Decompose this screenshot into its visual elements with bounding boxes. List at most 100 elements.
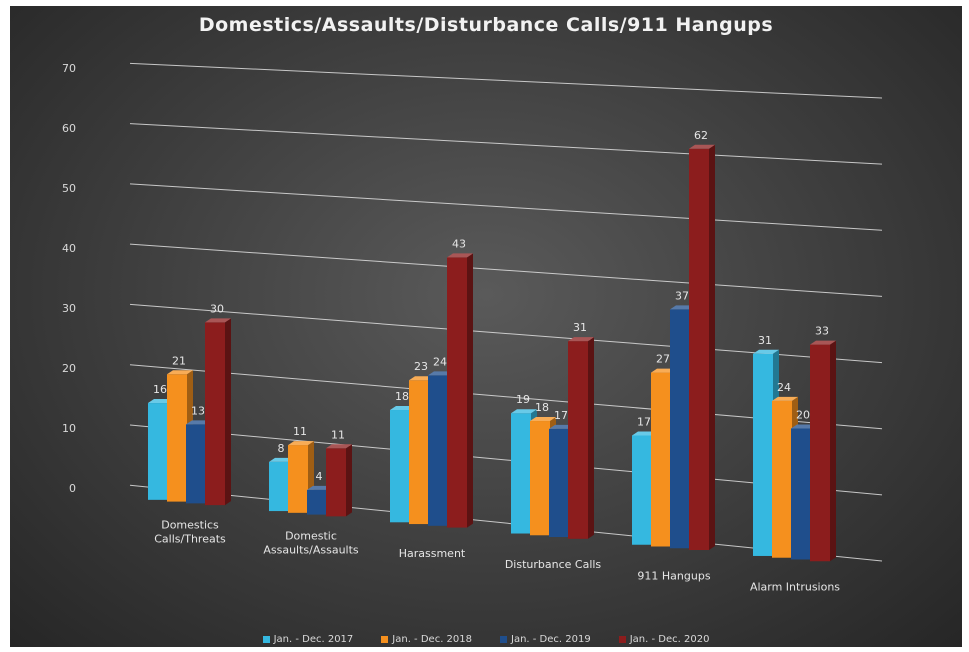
bar-front	[186, 424, 206, 504]
legend: Jan. - Dec. 2017 Jan. - Dec. 2018 Jan. - D…	[10, 634, 962, 645]
bar-front	[791, 428, 811, 560]
data-label: 17	[554, 409, 568, 422]
legend-swatch	[381, 636, 389, 643]
data-label: 23	[414, 360, 428, 373]
bar-front	[390, 410, 410, 523]
data-label: 4	[316, 470, 323, 483]
x-tick-label: Domestics Calls/Threats	[154, 518, 226, 545]
bars	[148, 144, 836, 562]
data-label: 31	[758, 334, 772, 347]
data-label: 11	[293, 425, 307, 438]
data-label: 30	[210, 302, 224, 315]
bar-front	[205, 322, 225, 506]
data-label: 24	[777, 381, 791, 394]
legend-label: Jan. - Dec. 2019	[511, 634, 591, 645]
data-label: 37	[675, 289, 689, 302]
bar-side	[467, 253, 473, 528]
data-label: 21	[172, 354, 186, 367]
gridline	[129, 62, 883, 99]
y-tick-label: 50	[62, 182, 76, 195]
legend-item: Jan. - Dec. 2018	[381, 634, 472, 645]
bar-front	[689, 148, 709, 551]
data-label: 8	[278, 442, 285, 455]
legend-label: Jan. - Dec. 2020	[629, 634, 710, 645]
x-tick-label: Domestic Assaults/Assaults	[263, 530, 359, 557]
bar-side	[588, 337, 594, 539]
bar-top	[689, 144, 715, 149]
bar-front	[307, 489, 327, 515]
y-tick-label: 70	[62, 62, 76, 75]
bar-top	[753, 349, 779, 354]
y-tick-label: 60	[62, 122, 76, 135]
legend-swatch	[618, 636, 626, 643]
bar-front	[568, 341, 588, 539]
data-label: 16	[153, 383, 167, 396]
legend-swatch	[500, 636, 507, 643]
bar-front	[651, 372, 671, 547]
data-label: 31	[573, 321, 587, 334]
data-label: 62	[694, 129, 708, 142]
bar-front	[409, 380, 429, 525]
bar-front	[167, 374, 187, 502]
bar-front	[549, 428, 569, 538]
bar-front	[428, 375, 448, 526]
x-tick-label: Disturbance Calls	[505, 558, 602, 571]
bar-top	[568, 337, 594, 342]
legend-item: Jan. - Dec. 2019	[500, 634, 591, 645]
bar-top	[447, 253, 473, 258]
bar-side	[830, 340, 836, 562]
gridline	[129, 123, 883, 165]
legend-item: Jan. - Dec. 2017	[262, 634, 354, 645]
bar-side	[346, 444, 352, 517]
bar-top	[810, 340, 836, 345]
data-label: 24	[433, 355, 447, 368]
bar	[205, 318, 231, 506]
bar-front	[632, 435, 652, 545]
x-tick-label: Alarm Intrusions	[750, 581, 840, 594]
gridline	[129, 243, 883, 297]
legend-item: Jan. - Dec. 2020	[618, 634, 710, 645]
data-label: 33	[815, 325, 829, 338]
x-tick-label: 911 Hangups	[637, 569, 710, 582]
bar	[810, 340, 836, 562]
bar-front	[288, 445, 308, 513]
bar	[568, 337, 594, 539]
bar	[689, 144, 715, 551]
data-label: 43	[452, 237, 466, 250]
y-tick-label: 40	[62, 242, 76, 255]
chart-area: Domestics/Assaults/Disturbance Calls/911…	[10, 6, 962, 647]
bar-front	[511, 413, 531, 534]
bar-front	[447, 257, 467, 528]
bar-front	[326, 448, 346, 517]
bar-top	[511, 409, 537, 414]
bar-front	[269, 461, 289, 512]
bar	[447, 253, 473, 528]
bar-front	[753, 353, 773, 556]
bar-side	[225, 318, 231, 506]
bar-top	[772, 396, 798, 401]
bar-top	[205, 318, 231, 323]
bar-front	[530, 421, 550, 536]
bar-top	[530, 417, 556, 422]
plot-area: 0 10 20 30 40 50 60 70 16 21 13 30 Domestics Calls/Th…	[62, 62, 883, 594]
data-label: 11	[331, 428, 345, 441]
data-label: 19	[516, 393, 530, 406]
bar-front	[772, 400, 792, 558]
y-tick-label: 0	[69, 482, 76, 495]
bar-top	[167, 370, 193, 375]
chart-title: Domestics/Assaults/Disturbance Calls/911…	[198, 14, 774, 36]
y-tick-label: 20	[62, 362, 76, 375]
legend-swatch	[262, 636, 270, 643]
bar-front	[810, 344, 830, 562]
bar	[326, 444, 352, 517]
x-tick-label: Harassment	[399, 547, 466, 560]
data-label: 18	[395, 390, 409, 403]
data-label: 18	[535, 401, 549, 414]
data-label: 27	[656, 353, 670, 366]
bar-front	[148, 403, 168, 500]
legend-label: Jan. - Dec. 2017	[273, 634, 354, 645]
y-tick-label: 30	[62, 302, 76, 315]
bar-top	[288, 441, 314, 446]
bar-top	[326, 444, 352, 449]
bar-side	[709, 144, 715, 551]
